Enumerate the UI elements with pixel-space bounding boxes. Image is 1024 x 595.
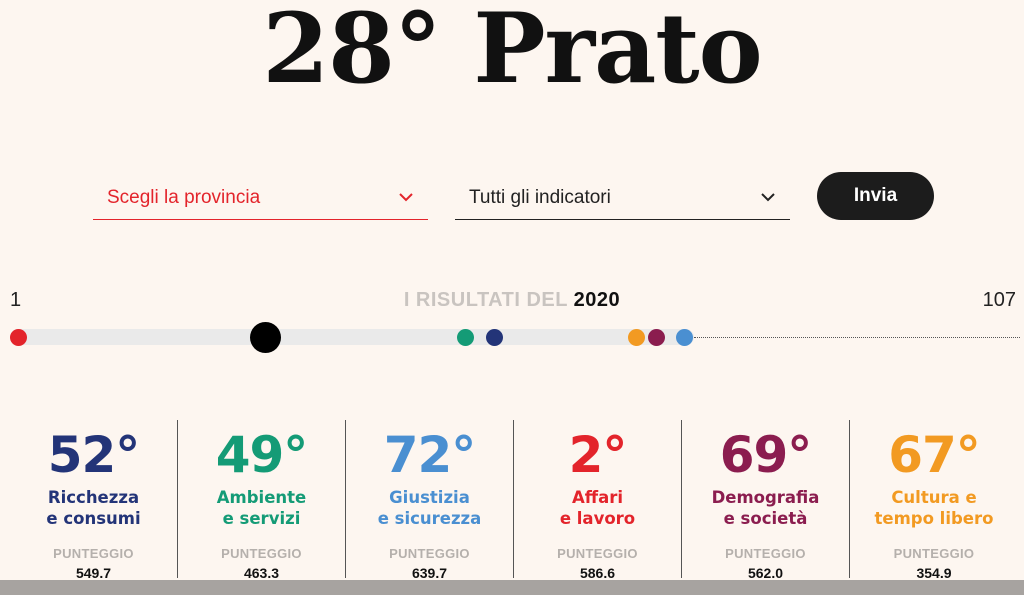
results-heading: I RISULTATI DEL 2020 [0, 289, 1024, 312]
ranking-track-remainder [694, 337, 1020, 338]
category-name: Ricchezza e consumi [46, 488, 141, 528]
indicator-select-label: Tutti gli indicatori [469, 186, 611, 208]
category-card-demografia[interactable]: 69° Demografia e società PUNTEGGIO 562.0 [682, 420, 850, 581]
score-label: PUNTEGGIO [893, 546, 975, 561]
score-label: PUNTEGGIO [725, 546, 806, 561]
submit-button[interactable]: Invia [817, 172, 934, 220]
chevron-down-icon [398, 190, 414, 206]
results-label: I RISULTATI DEL [403, 289, 568, 311]
score-value: 354.9 [916, 565, 952, 581]
category-card-giustizia[interactable]: 72° Giustizia e sicurezza PUNTEGGIO 639.7 [346, 420, 514, 581]
results-year: 2020 [573, 289, 621, 311]
category-card-ambiente[interactable]: 49° Ambiente e servizi PUNTEGGIO 463.3 [178, 420, 346, 581]
category-rank: 72° [383, 426, 477, 484]
category-card-affari[interactable]: 2° Affari e lavoro PUNTEGGIO 586.6 [514, 420, 682, 581]
score-label: PUNTEGGIO [557, 546, 638, 561]
score-value: 562.0 [747, 565, 784, 581]
score-value: 463.3 [243, 565, 280, 581]
marker-demografia[interactable] [648, 329, 665, 346]
category-name: Demografia e società [711, 488, 820, 528]
province-select[interactable]: Scegli la provincia [93, 176, 428, 220]
category-rank: 52° [47, 426, 141, 484]
chevron-down-icon [760, 190, 776, 206]
category-name: Cultura e tempo libero [874, 488, 994, 528]
category-rank: 49° [215, 426, 309, 484]
province-select-label: Scegli la provincia [107, 186, 261, 208]
marker-cultura[interactable] [628, 329, 645, 346]
category-name: Ambiente e servizi [216, 488, 307, 528]
indicator-select[interactable]: Tutti gli indicatori [455, 176, 790, 220]
score-label: PUNTEGGIO [221, 546, 302, 561]
page-title: 28° Prato [262, 0, 762, 105]
ranking-track [10, 329, 694, 345]
category-rank: 2° [568, 426, 628, 484]
category-card-cultura[interactable]: 67° Cultura e tempo libero PUNTEGGIO 354.… [850, 420, 1018, 581]
score-value: 586.6 [579, 565, 616, 581]
marker-ambiente[interactable] [457, 329, 474, 346]
score-value: 639.7 [411, 565, 448, 581]
category-card-ricchezza[interactable]: 52° Ricchezza e consumi PUNTEGGIO 549.7 [10, 420, 178, 581]
score-label: PUNTEGGIO [389, 546, 470, 561]
bottom-divider [0, 580, 1024, 595]
marker-overall[interactable] [250, 322, 281, 353]
marker-giustizia[interactable] [676, 329, 693, 346]
category-name: Affari e lavoro [559, 488, 636, 528]
marker-ricchezza[interactable] [486, 329, 503, 346]
category-rank: 69° [719, 426, 813, 484]
category-cards: 52° Ricchezza e consumi PUNTEGGIO 549.7 4… [10, 420, 1018, 581]
category-rank: 67° [888, 426, 981, 484]
rank-max-label: 107 [982, 289, 1016, 311]
marker-affari[interactable] [10, 329, 27, 346]
category-name: Giustizia e sicurezza [377, 488, 482, 528]
score-value: 549.7 [75, 565, 112, 581]
rank-min-label: 1 [10, 289, 22, 311]
score-label: PUNTEGGIO [53, 546, 134, 561]
